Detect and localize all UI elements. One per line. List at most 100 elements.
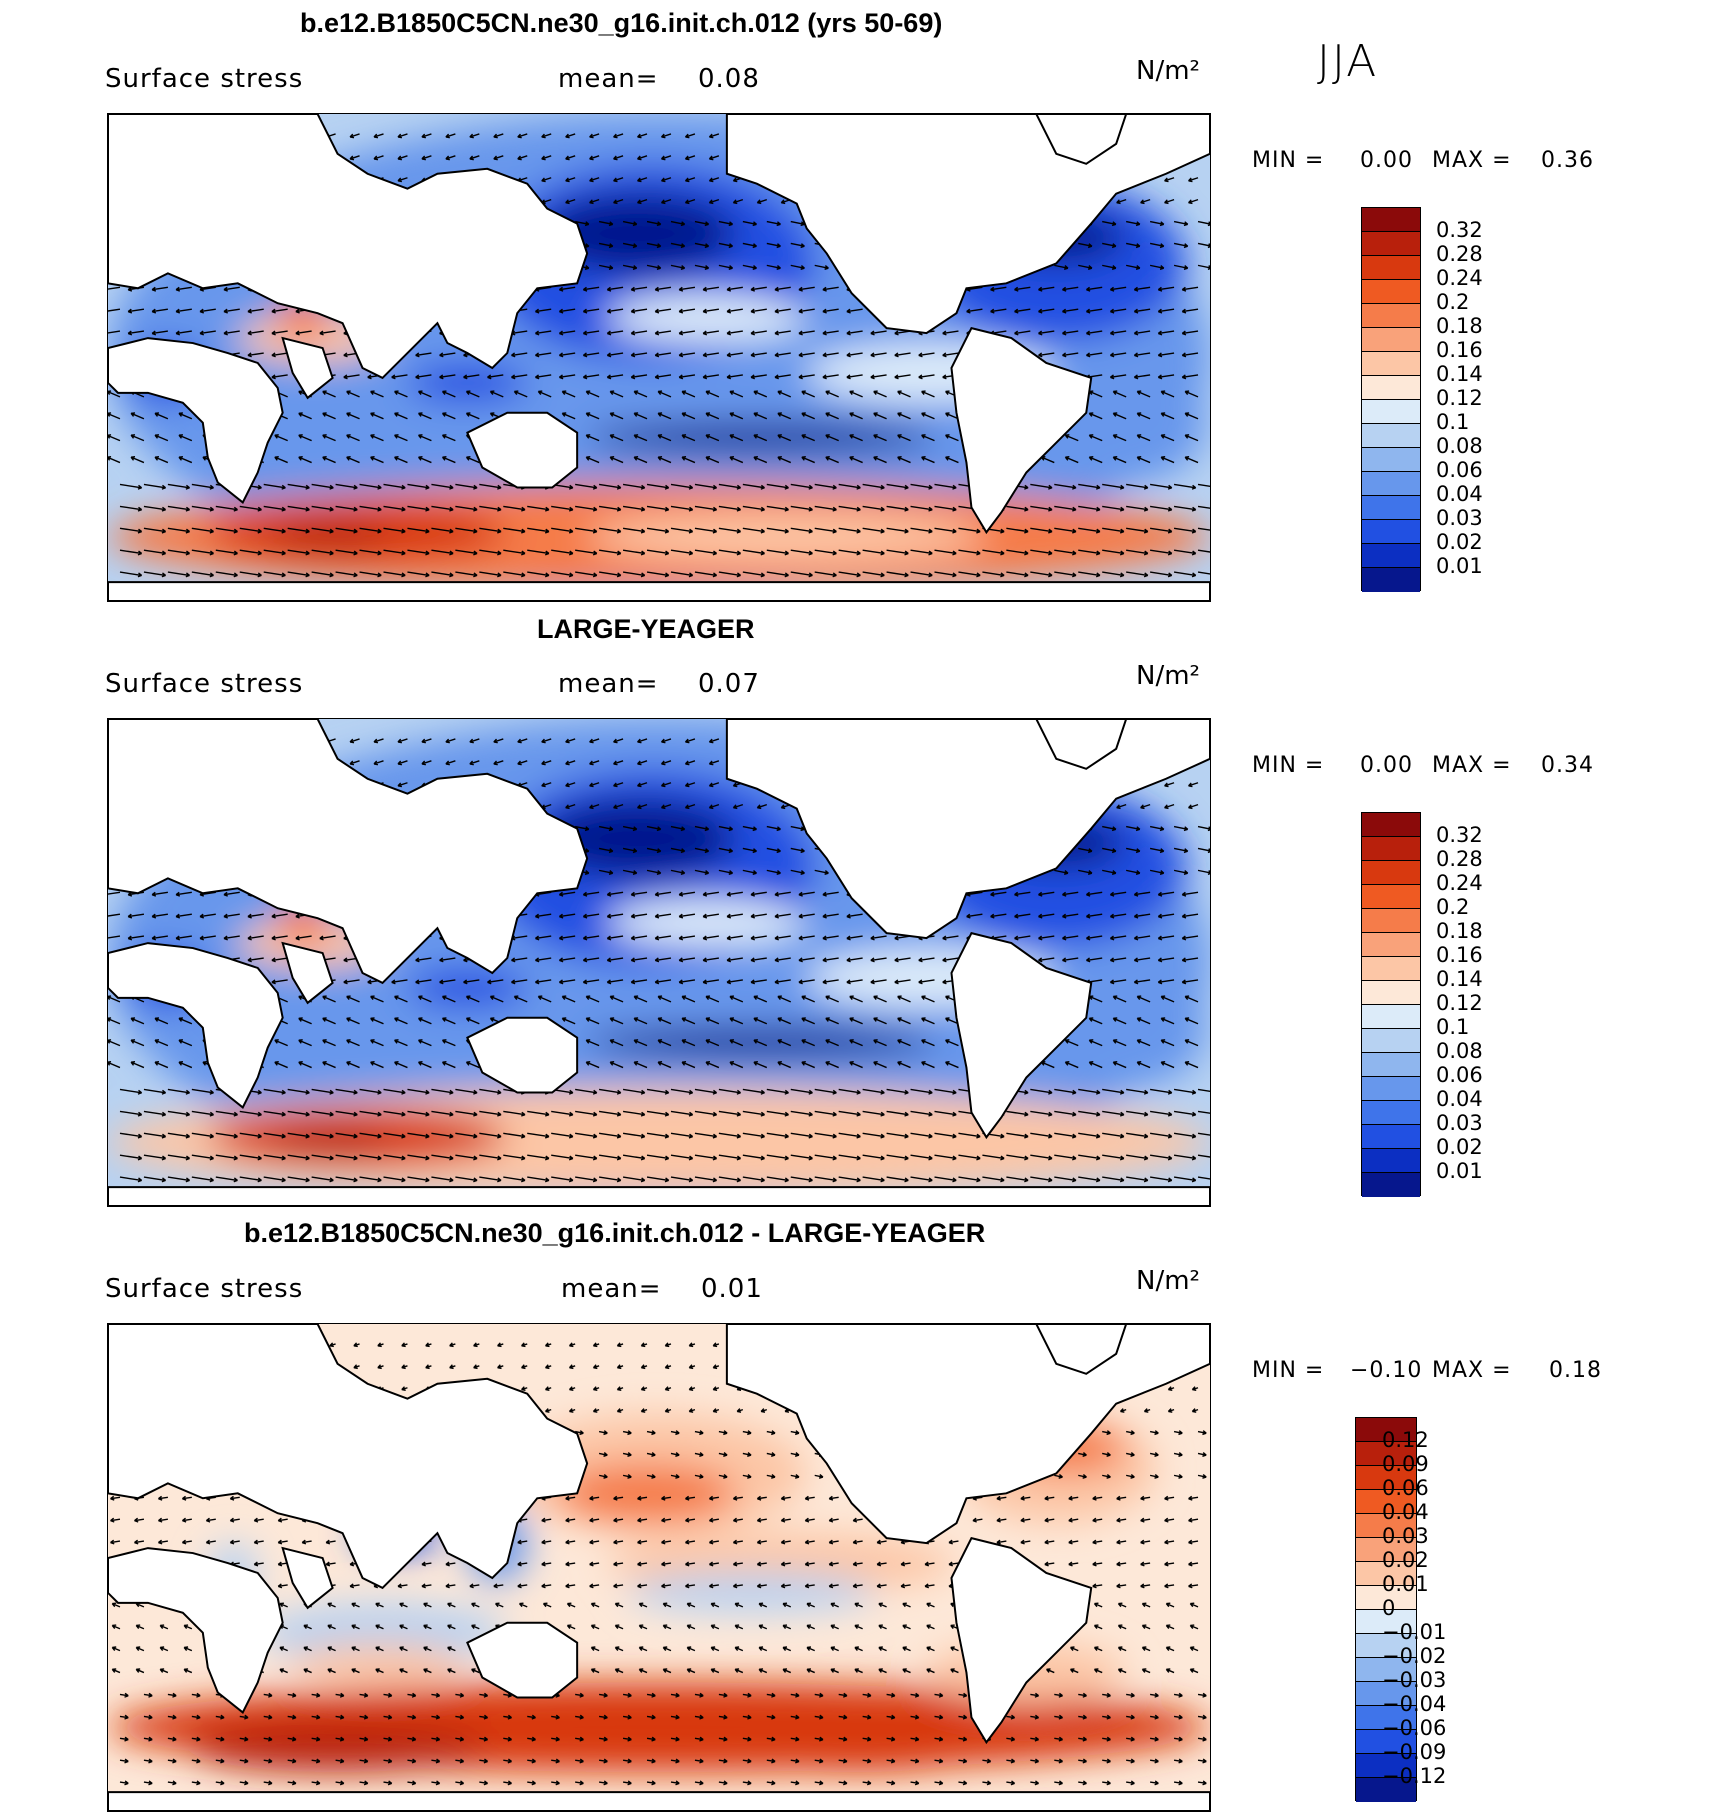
stress-vector bbox=[383, 1714, 393, 1720]
stress-vector bbox=[660, 177, 672, 183]
stress-vector bbox=[327, 1646, 336, 1652]
stress-vector bbox=[718, 571, 742, 578]
stress-vector bbox=[702, 286, 719, 292]
stress-vector bbox=[143, 505, 167, 512]
stress-vector bbox=[1068, 1517, 1079, 1523]
colorbar-swatch bbox=[1362, 304, 1420, 328]
stress-vector bbox=[766, 1758, 776, 1764]
stress-vector bbox=[910, 1780, 920, 1786]
stress-vector bbox=[678, 374, 696, 380]
stress-vector bbox=[589, 198, 600, 205]
colorbar-tick-label: 0.1 bbox=[1436, 410, 1470, 434]
stress-vector bbox=[870, 957, 887, 963]
stress-vector bbox=[921, 1039, 935, 1047]
stress-vector bbox=[708, 803, 720, 810]
stress-vector bbox=[1109, 374, 1127, 380]
colorbar-tick-label: 0.09 bbox=[1382, 1452, 1429, 1476]
stress-vector bbox=[1006, 1176, 1029, 1183]
stress-vector bbox=[846, 352, 863, 358]
stress-vector bbox=[143, 1758, 153, 1764]
colorbar-tick-label: 0.06 bbox=[1436, 1063, 1483, 1087]
colorbar-tick-label: 0.28 bbox=[1436, 847, 1483, 871]
stress-vector bbox=[599, 483, 622, 490]
stress-vector bbox=[958, 1692, 968, 1698]
stress-vector bbox=[1197, 1176, 1210, 1180]
stress-vector bbox=[774, 374, 791, 380]
stress-vector bbox=[742, 825, 757, 832]
stress-vector bbox=[806, 1668, 815, 1674]
stress-vector bbox=[431, 1176, 454, 1183]
stress-vector bbox=[181, 1517, 192, 1523]
stress-vector bbox=[108, 913, 121, 918]
continent-outline bbox=[281, 941, 334, 1005]
stress-vector bbox=[397, 738, 408, 744]
stress-vector bbox=[1140, 198, 1151, 205]
stress-vector bbox=[660, 760, 672, 766]
stress-vector bbox=[463, 374, 480, 380]
stress-vector bbox=[359, 1154, 382, 1161]
stress-vector bbox=[1116, 803, 1127, 810]
stress-vector bbox=[613, 198, 624, 205]
colorbar-swatch bbox=[1362, 957, 1420, 981]
stress-vector bbox=[335, 1110, 358, 1117]
stress-field-patch bbox=[607, 293, 807, 344]
stress-vector bbox=[582, 330, 600, 336]
stress-vector bbox=[996, 1517, 1007, 1523]
stress-vector bbox=[503, 1154, 526, 1161]
stress-vector bbox=[351, 1668, 360, 1674]
stress-vector bbox=[527, 1132, 550, 1139]
stress-vector bbox=[846, 913, 863, 919]
max-label: MAX = bbox=[1432, 1358, 1512, 1383]
stress-vector bbox=[613, 738, 624, 744]
stress-vector bbox=[710, 1646, 720, 1652]
stress-vector bbox=[455, 1736, 465, 1742]
stress-vector bbox=[900, 1583, 911, 1589]
stress-vector bbox=[1149, 264, 1165, 270]
stress-vector bbox=[942, 957, 959, 963]
colorbar-tick-label: 0.12 bbox=[1436, 386, 1483, 410]
stress-vector bbox=[175, 286, 192, 292]
stress-vector bbox=[694, 1758, 704, 1764]
stress-vector bbox=[1085, 891, 1103, 897]
colorbar-tick-label: 0.01 bbox=[1382, 1572, 1429, 1596]
stress-vector bbox=[614, 1646, 624, 1652]
stress-vector bbox=[750, 286, 767, 292]
stress-vector bbox=[1030, 1692, 1040, 1698]
stress-vector bbox=[1006, 527, 1029, 534]
stress-vector bbox=[766, 1473, 776, 1479]
stress-vector bbox=[298, 1061, 312, 1069]
stress-vector bbox=[447, 1646, 456, 1652]
stress-vector bbox=[734, 1602, 744, 1608]
stress-vector bbox=[1112, 995, 1127, 1003]
units-label: N/m² bbox=[1136, 1266, 1200, 1296]
stress-vector bbox=[1149, 242, 1165, 249]
stress-vector bbox=[1197, 1430, 1207, 1436]
stress-vector bbox=[223, 891, 240, 897]
stress-vector bbox=[1054, 869, 1069, 875]
stress-vector bbox=[1164, 1539, 1175, 1545]
colorbar-tick-label: 0.18 bbox=[1436, 314, 1483, 338]
colorbar-tick-label: −0.04 bbox=[1382, 1692, 1447, 1716]
stress-vector bbox=[130, 434, 145, 442]
stress-vector bbox=[346, 1017, 360, 1025]
stress-vector bbox=[1160, 995, 1175, 1003]
stress-vector bbox=[838, 1176, 861, 1183]
stress-vector bbox=[287, 1110, 310, 1117]
colorbar-tick-label: 0.02 bbox=[1382, 1548, 1429, 1572]
stress-vector bbox=[298, 1017, 312, 1025]
stress-field-patch bbox=[627, 1572, 877, 1613]
stress-vector bbox=[814, 1110, 837, 1117]
stress-vector bbox=[777, 995, 792, 1003]
stress-vector bbox=[151, 330, 168, 336]
stress-vector bbox=[804, 1539, 815, 1545]
stress-vector bbox=[684, 177, 696, 183]
stress-vector bbox=[541, 133, 552, 139]
stress-vector bbox=[383, 483, 406, 490]
stress-vector bbox=[1078, 1714, 1087, 1720]
stress-vector bbox=[670, 264, 686, 270]
stress-vector bbox=[119, 1176, 143, 1183]
stress-vector bbox=[191, 1110, 214, 1117]
colorbar-tick-label: 0.04 bbox=[1382, 1500, 1429, 1524]
stress-vector bbox=[1164, 1583, 1175, 1589]
stress-vector bbox=[622, 1430, 632, 1436]
